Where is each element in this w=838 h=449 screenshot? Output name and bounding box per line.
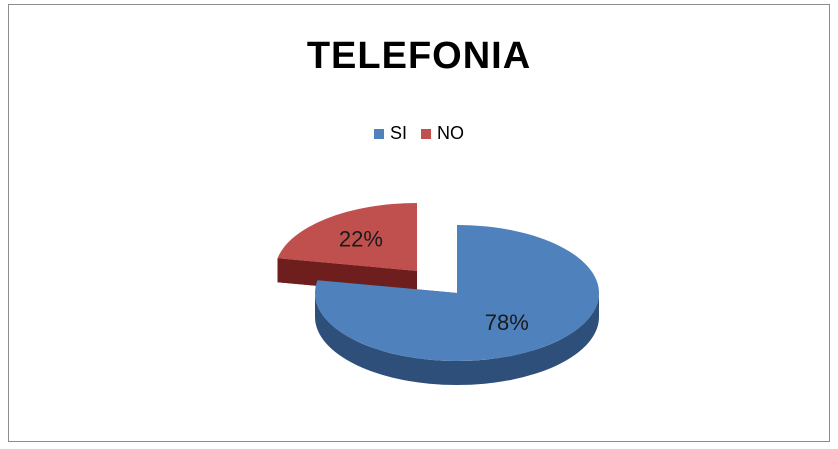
legend-item-si: SI xyxy=(373,123,407,144)
chart-title: TELEFONIA xyxy=(306,35,532,77)
chart-legend: SI NO xyxy=(9,123,829,144)
pie-slice-si xyxy=(314,225,599,385)
pie-chart: 78% 22% xyxy=(277,203,599,385)
data-label-si: 78% xyxy=(485,310,529,335)
chart-area: TELEFONIA SI NO 78% 22% xyxy=(8,4,830,442)
legend-item-no: NO xyxy=(421,123,464,144)
legend-label-si: SI xyxy=(389,123,407,143)
legend-label-no: NO xyxy=(437,123,464,143)
data-label-no: 22% xyxy=(339,227,383,252)
legend-swatch-si xyxy=(373,128,384,139)
legend-swatch-no xyxy=(421,128,431,139)
pie-slice-no xyxy=(277,203,417,295)
